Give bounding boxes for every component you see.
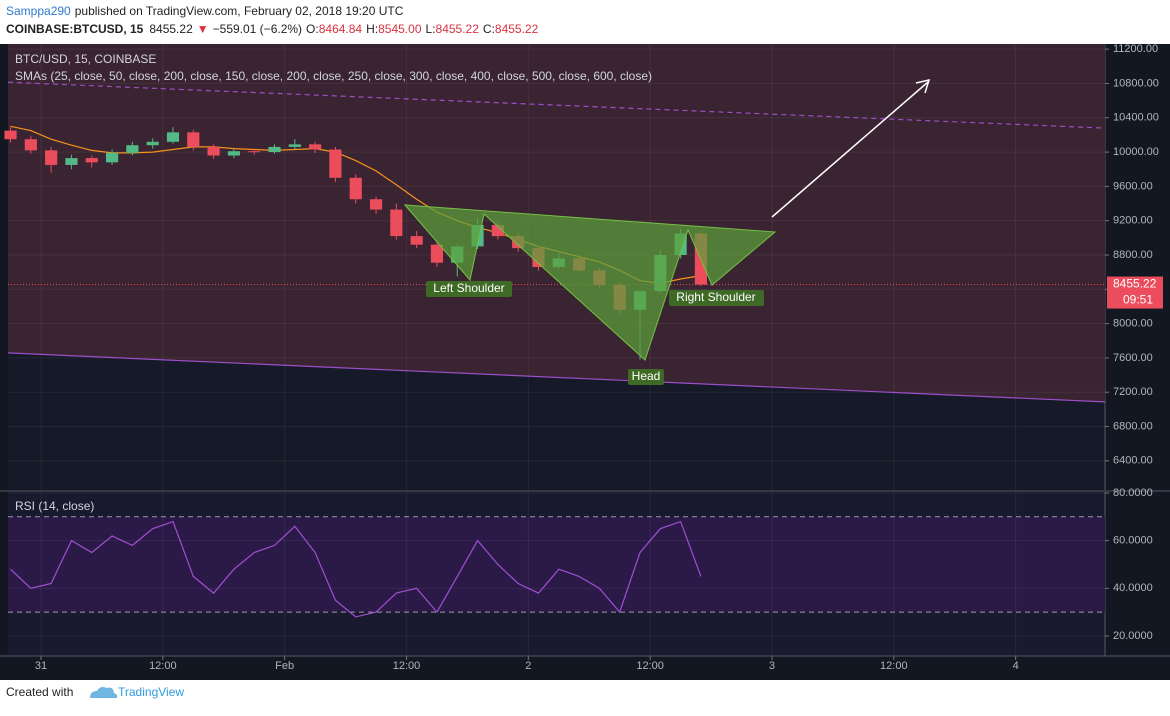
candle-body bbox=[248, 151, 261, 153]
candle-body bbox=[227, 151, 240, 156]
sma-line bbox=[7, 352, 1106, 403]
arrow-line bbox=[771, 81, 929, 218]
brand-logo bbox=[90, 687, 118, 698]
x-tick-label: 12:00 bbox=[149, 660, 177, 672]
candle-body bbox=[146, 141, 159, 146]
rsi-band bbox=[8, 516, 1105, 613]
candle-body bbox=[268, 146, 281, 153]
x-tick-label: 2 bbox=[525, 660, 531, 672]
price-box bbox=[1107, 276, 1163, 309]
candle-body bbox=[349, 177, 362, 200]
candle-body bbox=[207, 146, 220, 156]
y-tick-label: 60.0000 bbox=[1113, 535, 1153, 547]
x-tick-label: 12:00 bbox=[880, 660, 908, 672]
brand[interactable]: TradingView bbox=[118, 685, 184, 699]
y-tick-label: 40.0000 bbox=[1113, 582, 1153, 594]
ohlc-value: 8545.00 bbox=[378, 22, 422, 36]
sma-line bbox=[7, 81, 1106, 129]
price-label: 8455.22 bbox=[1113, 277, 1157, 291]
x-tick-label: 4 bbox=[1013, 660, 1019, 672]
pane-subtitle: SMAs (25, close, 50, close, 200, close, … bbox=[15, 69, 652, 83]
ohlc-label: O: bbox=[306, 22, 319, 36]
y-tick-label: 11200.00 bbox=[1113, 43, 1158, 55]
candle-body bbox=[126, 145, 139, 153]
x-tick-label: Feb bbox=[275, 660, 294, 672]
change: −559.01 (−6.2%) bbox=[213, 22, 302, 36]
ohlc-label: C: bbox=[483, 22, 495, 36]
candle-body bbox=[85, 158, 98, 163]
candle-body bbox=[491, 224, 504, 237]
candle-body bbox=[309, 144, 322, 150]
y-tick-label: 7200.00 bbox=[1113, 386, 1153, 398]
ohlc-value: 8464.84 bbox=[319, 22, 363, 36]
ohlc-value: 8455.22 bbox=[436, 22, 480, 36]
y-tick-label: 10400.00 bbox=[1113, 112, 1159, 124]
y-tick-label: 7600.00 bbox=[1113, 352, 1153, 364]
candle-body bbox=[166, 132, 180, 142]
y-tick-label: 20.0000 bbox=[1113, 630, 1153, 642]
label-box bbox=[628, 369, 664, 385]
candle-body bbox=[65, 158, 78, 165]
candle-body bbox=[390, 209, 403, 237]
candle-body bbox=[45, 150, 58, 165]
arrow-head bbox=[915, 78, 931, 94]
pattern-label: Right Shoulder bbox=[676, 290, 755, 304]
y-tick-label: 80.0000 bbox=[1113, 487, 1153, 499]
candle-body bbox=[369, 199, 383, 210]
pattern bbox=[403, 204, 777, 361]
label-box bbox=[426, 281, 512, 297]
x-tick-label: 12:00 bbox=[393, 660, 421, 672]
symbol-line: COINBASE:BTCUSD, 15 8455.22 ▼ −559.01 (−6.2… bbox=[6, 22, 539, 36]
y-tick-label: 9200.00 bbox=[1113, 215, 1153, 227]
y-tick-label: 6800.00 bbox=[1113, 420, 1153, 432]
candle-body bbox=[288, 144, 301, 147]
x-tick-label: 31 bbox=[35, 660, 47, 672]
ohlc-value: 8455.22 bbox=[495, 22, 539, 36]
y-tick-label: 6400.00 bbox=[1113, 455, 1153, 467]
candle-body bbox=[410, 236, 423, 245]
symbol: COINBASE:BTCUSD, 15 bbox=[6, 22, 144, 36]
y-tick-label: 8800.00 bbox=[1113, 249, 1153, 261]
y-tick-label: 9600.00 bbox=[1113, 180, 1153, 192]
candle-body bbox=[24, 139, 37, 151]
pattern-label: Head bbox=[632, 369, 661, 383]
candle-body bbox=[430, 244, 444, 263]
pane-title: RSI (14, close) bbox=[15, 499, 94, 513]
pattern-label: Left Shoulder bbox=[433, 281, 504, 295]
pane-title: BTC/USD, 15, COINBASE bbox=[15, 52, 156, 66]
candle-body bbox=[105, 152, 119, 163]
ohlc-label: L: bbox=[426, 22, 436, 36]
arrow: ▼ bbox=[197, 22, 209, 36]
published: published on TradingView.com, February 0… bbox=[75, 4, 404, 18]
header-line: Samppa290 published on TradingView.com, F… bbox=[6, 4, 404, 18]
footer-text: Created with bbox=[6, 685, 73, 699]
label-box bbox=[669, 290, 764, 306]
author[interactable]: Samppa290 bbox=[6, 4, 71, 18]
x-tick-label: 12:00 bbox=[636, 660, 664, 672]
y-tick-label: 10000.00 bbox=[1113, 146, 1159, 158]
ohlc-label: H: bbox=[366, 22, 378, 36]
candle-body bbox=[4, 130, 17, 140]
last: 8455.22 bbox=[149, 22, 193, 36]
candle-body bbox=[187, 132, 200, 147]
y-tick-label: 8000.00 bbox=[1113, 318, 1153, 330]
x-tick-label: 3 bbox=[769, 660, 775, 672]
countdown: 09:51 bbox=[1123, 293, 1153, 307]
y-tick-label: 10800.00 bbox=[1113, 77, 1159, 89]
candle-body bbox=[329, 149, 342, 178]
rsi-line bbox=[10, 520, 702, 618]
